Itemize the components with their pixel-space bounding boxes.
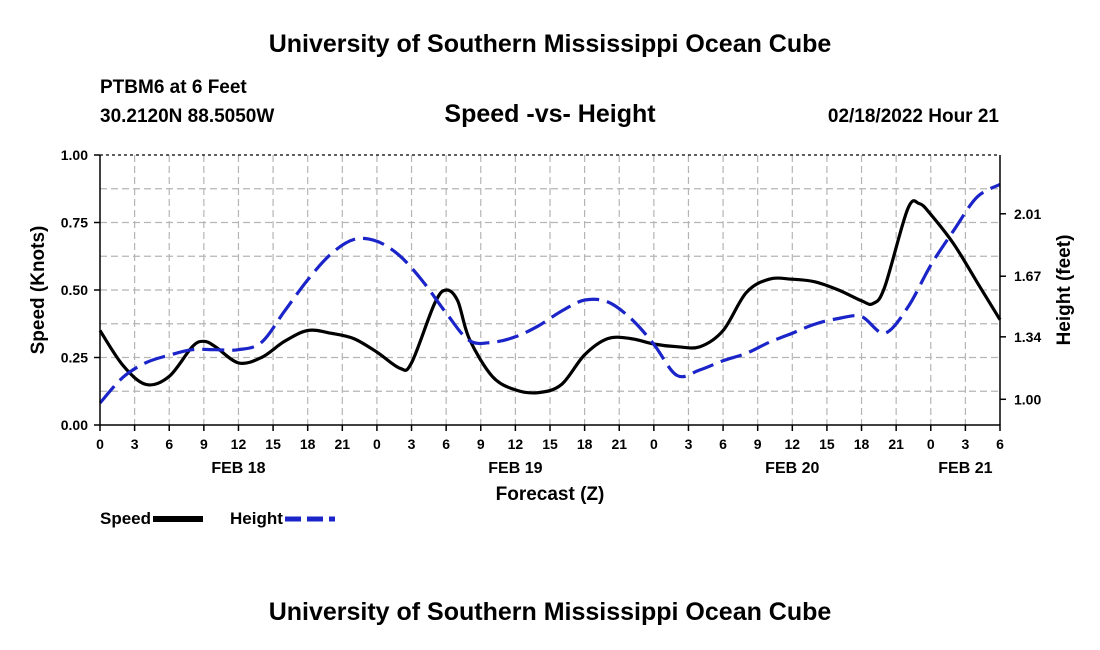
legend-height-label: Height (230, 509, 283, 528)
y-tick-label: 0.00 (61, 417, 88, 433)
x-tick-label: 3 (685, 436, 693, 452)
legend-speed: Speed (100, 509, 204, 529)
x-tick-label: 6 (165, 436, 173, 452)
chart-subtitle: Speed -vs- Height (444, 100, 656, 128)
x-tick-label: 21 (888, 436, 904, 452)
y2-tick-label: 2.01 (1014, 206, 1041, 222)
forecast-datetime-label: 02/18/2022 Hour 21 (827, 106, 999, 127)
legend-height: Height (230, 509, 335, 529)
date-label: FEB 18 (211, 460, 265, 477)
x-tick-label: 18 (577, 436, 593, 452)
x-tick-label: 9 (200, 436, 208, 452)
legend-speed-swatch (153, 516, 204, 522)
grid-layer (100, 155, 1000, 425)
chart-main-title: University of Southern Mississippi Ocean… (268, 30, 832, 58)
x-tick-label: 3 (961, 436, 969, 452)
date-label: FEB 19 (488, 460, 542, 477)
x-tick-label: 15 (265, 436, 281, 452)
series-line-speed (98, 199, 1002, 395)
date-label: FEB 20 (765, 460, 819, 477)
coordinates-label: 30.2120N 88.5050W (100, 106, 275, 127)
axes-layer: 0.00 0.25 0.50 0.75 1.00 1.00 1.34 1.67 2.01 0 3 6 9… (28, 147, 1075, 505)
y-tick-label: 0.25 (61, 350, 88, 366)
station-label: PTBM6 at 6 Feet (100, 77, 247, 98)
x-tick-label: 18 (854, 436, 870, 452)
y2-tick-label: 1.00 (1014, 391, 1041, 407)
x-tick-label: 0 (96, 436, 104, 452)
x-tick-label: 0 (927, 436, 935, 452)
y-tick-label: 1.00 (61, 147, 88, 163)
x-tick-label: 18 (300, 436, 316, 452)
x-tick-label: 3 (131, 436, 139, 452)
x-tick-label: 12 (508, 436, 524, 452)
legend-speed-label: Speed (100, 509, 152, 528)
y2-axis-title: Height (feet) (1054, 235, 1075, 346)
x-tick-label: 6 (719, 436, 727, 452)
x-tick-label: 6 (996, 436, 1004, 452)
x-tick-label: 12 (785, 436, 801, 452)
footer-title: University of Southern Mississippi Ocean… (268, 598, 832, 626)
x-tick-label: 15 (542, 436, 558, 452)
x-axis-title: Forecast (Z) (496, 484, 605, 505)
x-tick-label: 21 (335, 436, 351, 452)
y-tick-label: 0.50 (61, 282, 88, 298)
x-tick-label: 0 (373, 436, 381, 452)
x-tick-label: 9 (754, 436, 762, 452)
x-tick-label: 15 (819, 436, 835, 452)
x-tick-label: 21 (611, 436, 627, 452)
y-tick-label: 0.75 (61, 215, 88, 231)
x-tick-label: 6 (442, 436, 450, 452)
y2-tick-label: 1.34 (1014, 329, 1041, 345)
y-axis-title: Speed (Knots) (28, 226, 49, 355)
date-label: FEB 21 (938, 460, 992, 477)
x-tick-label: 3 (408, 436, 416, 452)
series-layer (98, 182, 1002, 405)
y2-tick-label: 1.67 (1014, 268, 1041, 284)
legend-height-swatch (284, 516, 335, 522)
series-line-height (98, 182, 1001, 405)
x-tick-label: 9 (477, 436, 485, 452)
x-tick-label: 12 (231, 436, 247, 452)
x-tick-label: 0 (650, 436, 658, 452)
